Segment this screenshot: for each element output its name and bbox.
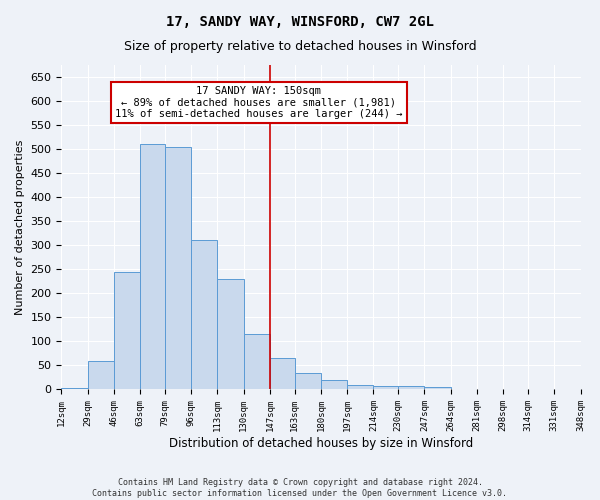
Bar xyxy=(398,386,424,390)
X-axis label: Distribution of detached houses by size in Winsford: Distribution of detached houses by size … xyxy=(169,437,473,450)
Bar xyxy=(321,380,347,390)
Bar xyxy=(217,279,244,390)
Bar xyxy=(61,388,88,390)
Bar xyxy=(114,272,140,390)
Text: 17 SANDY WAY: 150sqm
← 89% of detached houses are smaller (1,981)
11% of semi-de: 17 SANDY WAY: 150sqm ← 89% of detached h… xyxy=(115,86,403,120)
Text: Size of property relative to detached houses in Winsford: Size of property relative to detached ho… xyxy=(124,40,476,53)
Bar xyxy=(347,384,373,390)
Bar xyxy=(295,372,321,390)
Text: Contains HM Land Registry data © Crown copyright and database right 2024.
Contai: Contains HM Land Registry data © Crown c… xyxy=(92,478,508,498)
Bar xyxy=(191,240,217,390)
Bar xyxy=(88,360,114,390)
Bar xyxy=(165,146,191,390)
Text: 17, SANDY WAY, WINSFORD, CW7 2GL: 17, SANDY WAY, WINSFORD, CW7 2GL xyxy=(166,15,434,29)
Y-axis label: Number of detached properties: Number of detached properties xyxy=(15,140,25,315)
Bar xyxy=(373,386,398,390)
Bar xyxy=(270,358,295,390)
Bar xyxy=(244,334,270,390)
Bar xyxy=(424,387,451,390)
Bar xyxy=(140,144,165,390)
